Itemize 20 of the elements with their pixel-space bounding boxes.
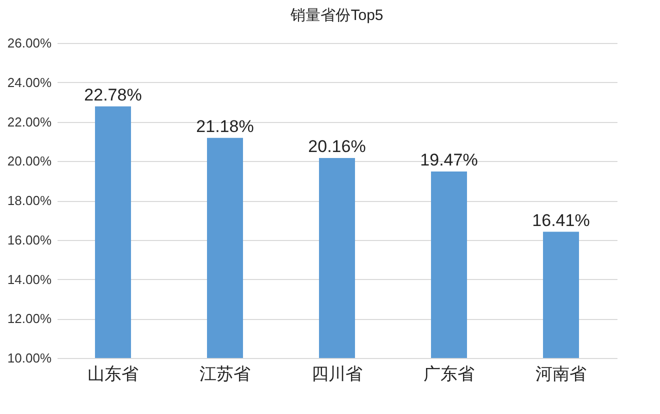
data-label: 16.41% — [532, 210, 590, 230]
chart-title: 销量省份Top5 — [290, 7, 384, 24]
y-tick-label: 18.00% — [7, 193, 52, 208]
x-tick-label: 广东省 — [424, 364, 474, 384]
y-tick-label: 26.00% — [7, 36, 52, 50]
data-label: 20.16% — [308, 136, 366, 156]
x-tick-label: 江苏省 — [200, 364, 250, 384]
x-tick-label: 河南省 — [536, 364, 586, 384]
x-tick-label: 山东省 — [88, 364, 138, 384]
y-tick-label: 16.00% — [7, 232, 52, 248]
data-label: 19.47% — [420, 150, 478, 170]
y-tick-label: 22.00% — [7, 114, 52, 130]
y-tick-label: 10.00% — [7, 350, 52, 366]
y-tick-label: 14.00% — [7, 272, 52, 287]
data-label: 22.78% — [84, 85, 142, 104]
x-tick-label: 四川省 — [312, 364, 362, 384]
data-label: 21.18% — [196, 116, 254, 136]
y-tick-label: 12.00% — [7, 311, 52, 326]
y-tick-label: 24.00% — [7, 74, 52, 90]
y-tick-label: 20.00% — [7, 154, 52, 169]
